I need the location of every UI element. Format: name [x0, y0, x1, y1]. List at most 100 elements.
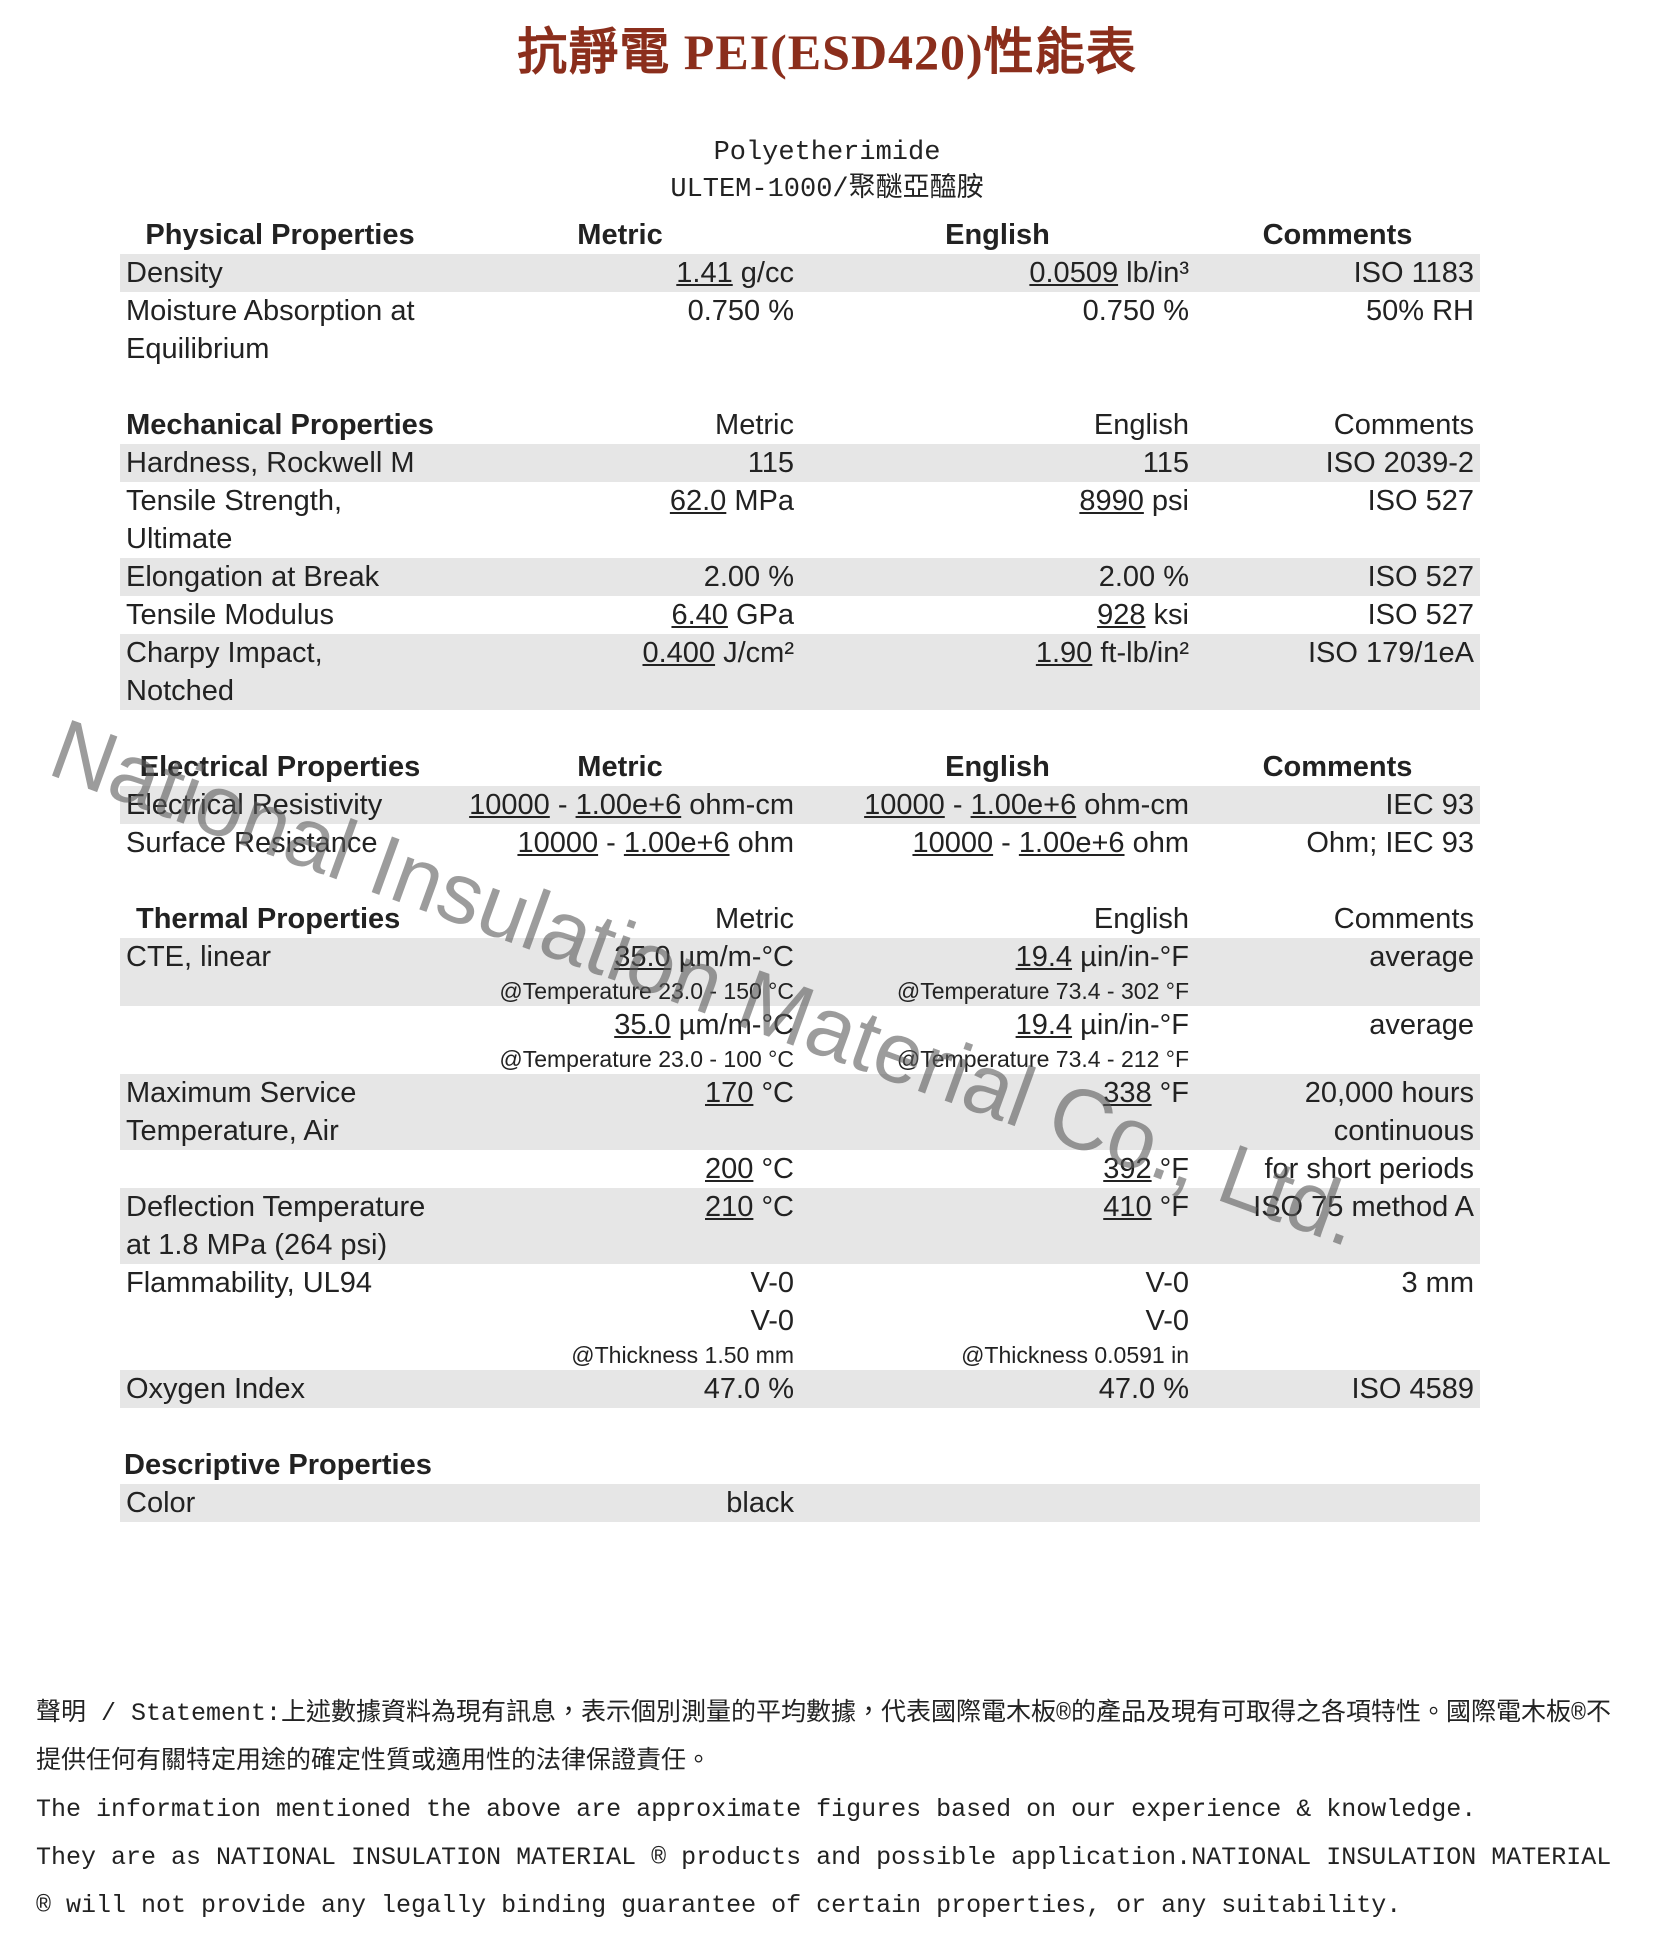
- value-line: black: [446, 1484, 794, 1522]
- property-name: Elongation at Break: [126, 561, 380, 593]
- table-row: Tensile Strength, Ultimate 62.0 MPa 8990 p…: [120, 482, 1480, 558]
- value-text: ohm: [1124, 827, 1189, 859]
- value-text: 0.750 %: [687, 295, 794, 327]
- comment: ISO 527: [1367, 485, 1474, 517]
- section: Descriptive Properties Color black: [120, 1446, 1480, 1522]
- value-note: @Thickness 1.50 mm: [571, 1342, 794, 1368]
- property-table: Physical Properties Metric English Comments…: [120, 216, 1480, 1560]
- value-number: 19.4: [1015, 941, 1073, 973]
- table-row: Charpy Impact, Notched 0.400 J/cm² 1.90 ft…: [120, 634, 1480, 710]
- property-name: CTE, linear: [126, 941, 272, 973]
- english-value: 0.750 %: [800, 292, 1195, 368]
- value-number: 0.0509: [1029, 257, 1119, 289]
- value-text: µin/in-°F: [1072, 941, 1189, 973]
- value-text: GPa: [727, 599, 794, 631]
- value-number: 1.90: [1035, 637, 1093, 669]
- comment: ISO 527: [1367, 561, 1474, 593]
- metric-value: 35.0 µm/m-°C @Temperature 23.0 - 150 °C: [440, 938, 800, 1006]
- value-text: MPa: [726, 485, 794, 517]
- metric-value: 35.0 µm/m-°C @Temperature 23.0 - 100 °C: [440, 1006, 800, 1074]
- property-name: Density: [126, 257, 223, 289]
- value-number: 1.00e+6: [970, 789, 1077, 821]
- metric-value: 47.0 %: [440, 1370, 800, 1408]
- value-line: 1.41 g/cc: [446, 254, 794, 292]
- english-value: 8990 psi: [800, 482, 1195, 558]
- header-cell: Thermal Properties: [136, 903, 401, 935]
- property-name: Flammability, UL94: [126, 1267, 373, 1299]
- title: 抗靜電 PEI(ESD420)性能表: [517, 24, 1137, 80]
- value-line: 47.0 %: [806, 1370, 1189, 1408]
- section: Mechanical Properties Metric English Commen…: [120, 406, 1480, 710]
- value-line: 8990 psi: [806, 482, 1189, 520]
- header-cell: English: [1093, 409, 1189, 441]
- english-value: V-0 V-0 @Thickness 0.0591 in: [800, 1264, 1195, 1370]
- value-text: -: [598, 827, 624, 859]
- table-row: Oxygen Index 47.0 % 47.0 % ISO 4589: [120, 1370, 1480, 1408]
- metric-value: 170 °C: [440, 1074, 800, 1150]
- comment: IEC 93: [1385, 789, 1474, 821]
- header-cell: English: [945, 751, 1050, 783]
- metric-value: 10000 - 1.00e+6 ohm-cm: [440, 786, 800, 824]
- value-number: 1.00e+6: [575, 789, 682, 821]
- value-line: V-0: [806, 1264, 1189, 1302]
- value-text: °C: [753, 1191, 794, 1223]
- table-row: Deflection Temperature at 1.8 MPa (264 p…: [120, 1188, 1480, 1264]
- header-cell: Comments: [1333, 409, 1474, 441]
- value-line: 170 °C: [446, 1074, 794, 1112]
- english-value: 392 °F: [800, 1150, 1195, 1188]
- value-number: 10000: [469, 789, 550, 821]
- metric-value: 62.0 MPa: [440, 482, 800, 558]
- table-row: 35.0 µm/m-°C @Temperature 23.0 - 100 °C 19…: [120, 1006, 1480, 1074]
- metric-value: 210 °C: [440, 1188, 800, 1264]
- table-row: Color black: [120, 1484, 1480, 1522]
- value-text: °C: [753, 1077, 794, 1109]
- value-line: 200 °C: [446, 1150, 794, 1188]
- value-text: 2.00 %: [703, 561, 794, 593]
- header-cell: Electrical Properties: [139, 751, 421, 783]
- header-cell: English: [945, 219, 1050, 251]
- value-line: @Temperature 23.0 - 100 °C: [446, 1044, 794, 1074]
- value-number: 10000: [912, 827, 994, 859]
- value-number: 8990: [1079, 485, 1144, 517]
- comment: for short periods: [1264, 1153, 1474, 1185]
- comment: 20,000 hours continuous: [1304, 1077, 1474, 1147]
- value-line: @Temperature 73.4 - 212 °F: [806, 1044, 1189, 1074]
- metric-value: 115: [440, 444, 800, 482]
- section-header: Electrical Properties Metric English Commen…: [120, 748, 1480, 786]
- subtitle-line: ULTEM-1000/聚醚亞醯胺: [670, 175, 984, 205]
- value-text: °F: [1151, 1153, 1189, 1185]
- value-text: V-0: [750, 1305, 794, 1337]
- value-line: 392 °F: [806, 1150, 1189, 1188]
- value-number: 10000: [864, 789, 945, 821]
- value-text: ohm: [729, 827, 794, 859]
- value-line: 2.00 %: [806, 558, 1189, 596]
- value-text: V-0: [750, 1267, 794, 1299]
- value-number: 928: [1097, 599, 1146, 631]
- statement: 聲明 / Statement:上述數據資料為現有訊息，表示個別測量的平均數據，代…: [36, 1690, 1636, 1930]
- english-value: 0.0509 lb/in³: [800, 254, 1195, 292]
- value-text: g/cc: [732, 257, 794, 289]
- value-line: 10000 - 1.00e+6 ohm: [806, 824, 1189, 862]
- value-line: 47.0 %: [446, 1370, 794, 1408]
- property-name: Tensile Strength, Ultimate: [126, 485, 343, 555]
- value-number: 200: [705, 1153, 754, 1185]
- header-cell: English: [1093, 903, 1189, 935]
- subtitle-line: Polyetherimide: [713, 138, 941, 168]
- table-row: Elongation at Break 2.00 % 2.00 % ISO 527: [120, 558, 1480, 596]
- comment: ISO 75 method A: [1253, 1191, 1474, 1223]
- statement-paragraph: They are as NATIONAL INSULATION MATERIAL…: [36, 1843, 1612, 1920]
- property-name: Color: [126, 1487, 196, 1519]
- statement-paragraph: 聲明 / Statement:上述數據資料為現有訊息，表示個別測量的平均數據，代…: [36, 1699, 1612, 1776]
- value-number: 0.400: [642, 637, 716, 669]
- table-row: 200 °C 392 °F for short periods: [120, 1150, 1480, 1188]
- table-row: Electrical Resistivity 10000 - 1.00e+6 oh…: [120, 786, 1480, 824]
- english-value: [800, 1484, 1195, 1522]
- property-name: [120, 1150, 440, 1188]
- section: Thermal Properties Metric English Comments C…: [120, 900, 1480, 1408]
- header-cell: Comments: [1333, 903, 1474, 935]
- header-cell: Mechanical Properties: [126, 409, 434, 441]
- value-text: V-0: [1145, 1267, 1189, 1299]
- value-line: V-0: [806, 1302, 1189, 1340]
- english-value: 10000 - 1.00e+6 ohm: [800, 824, 1195, 862]
